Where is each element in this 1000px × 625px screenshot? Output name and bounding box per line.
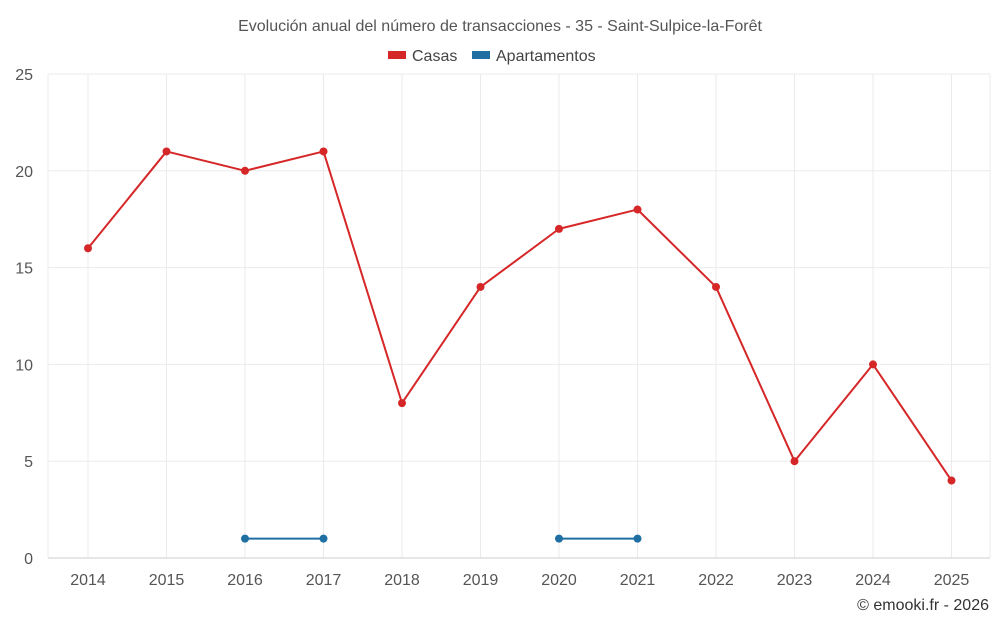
data-point-casas-2023[interactable] bbox=[790, 457, 799, 466]
chart-title: Evolución anual del número de transaccio… bbox=[238, 18, 762, 35]
x-tick-label: 2024 bbox=[855, 572, 891, 589]
x-tick-label: 2020 bbox=[541, 572, 577, 589]
x-gridlines bbox=[47, 74, 991, 558]
y-tick-label: 5 bbox=[24, 454, 33, 471]
x-tick-label: 2016 bbox=[227, 572, 263, 589]
x-tick-label: 2021 bbox=[620, 572, 656, 589]
x-tick-label: 2015 bbox=[149, 572, 185, 589]
legend-swatch-apartamentos bbox=[472, 51, 490, 59]
legend-item-casas[interactable]: Casas bbox=[388, 48, 457, 65]
x-tick-label: 2022 bbox=[698, 572, 734, 589]
data-point-apartamentos-2021[interactable] bbox=[633, 534, 642, 543]
x-tick-label: 2019 bbox=[463, 572, 499, 589]
data-point-casas-2017[interactable] bbox=[319, 147, 328, 156]
x-axis-ticks: 2014 2015 2016 2017 2018 2019 2020 2021 2022 2023… bbox=[70, 572, 969, 589]
x-tick-label: 2018 bbox=[384, 572, 420, 589]
legend-item-apartamentos[interactable]: Apartamentos bbox=[472, 48, 596, 65]
y-gridlines bbox=[48, 73, 990, 462]
y-tick-label: 15 bbox=[15, 261, 33, 278]
x-tick-label: 2023 bbox=[777, 572, 813, 589]
legend: Casas Apartamentos bbox=[388, 48, 596, 65]
y-tick-label: 20 bbox=[15, 164, 33, 181]
x-tick-label: 2025 bbox=[934, 572, 970, 589]
data-point-apartamentos-2017[interactable] bbox=[319, 534, 328, 543]
series-line-casas bbox=[87, 150, 953, 482]
data-point-casas-2016[interactable] bbox=[241, 166, 249, 175]
credit-text: © emooki.fr - 2026 bbox=[857, 597, 989, 614]
legend-swatch-casas bbox=[388, 51, 406, 59]
x-tick-label: 2014 bbox=[70, 572, 106, 589]
y-tick-label: 0 bbox=[24, 551, 33, 568]
data-point-casas-2014[interactable] bbox=[84, 244, 92, 253]
data-point-casas-2021[interactable] bbox=[633, 205, 642, 214]
data-point-casas-2024[interactable] bbox=[869, 360, 877, 369]
data-point-casas-2018[interactable] bbox=[398, 399, 406, 408]
legend-label-casas: Casas bbox=[412, 48, 457, 65]
data-point-casas-2022[interactable] bbox=[712, 282, 720, 291]
data-point-casas-2015[interactable] bbox=[162, 147, 171, 156]
series-layer bbox=[84, 147, 956, 543]
y-tick-label: 10 bbox=[15, 357, 33, 374]
x-tick-label: 2017 bbox=[306, 572, 342, 589]
legend-label-apartamentos: Apartamentos bbox=[496, 48, 596, 65]
y-tick-label: 25 bbox=[15, 67, 33, 84]
data-point-casas-2020[interactable] bbox=[555, 224, 563, 233]
series-casas bbox=[84, 147, 956, 485]
y-axis-ticks: 0 5 10 15 20 25 bbox=[15, 67, 33, 568]
data-point-apartamentos-2016[interactable] bbox=[241, 534, 249, 543]
data-point-casas-2019[interactable] bbox=[476, 282, 485, 291]
series-apartamentos bbox=[241, 534, 642, 543]
data-point-apartamentos-2020[interactable] bbox=[555, 534, 563, 543]
data-point-casas-2025[interactable] bbox=[947, 476, 956, 485]
